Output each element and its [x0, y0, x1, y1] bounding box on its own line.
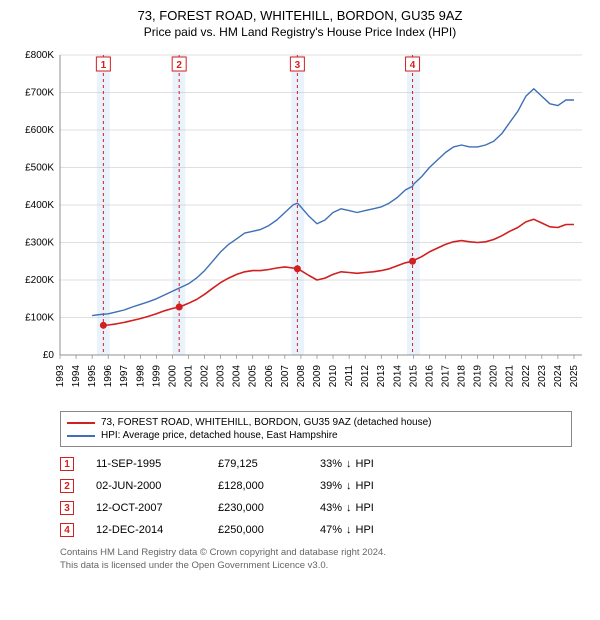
event-row: 1 11-SEP-1995 £79,125 33%↓HPI	[60, 453, 572, 475]
svg-text:2013: 2013	[376, 365, 387, 388]
svg-text:£100K: £100K	[25, 313, 54, 324]
event-row: 4 12-DEC-2014 £250,000 47%↓HPI	[60, 519, 572, 541]
svg-text:2001: 2001	[183, 365, 194, 388]
event-date: 12-OCT-2007	[96, 502, 196, 514]
svg-text:2003: 2003	[216, 365, 227, 388]
event-pct: 39%↓HPI	[320, 480, 410, 492]
event-marker: 1	[60, 457, 74, 471]
svg-text:2020: 2020	[489, 365, 500, 388]
footer-line2: This data is licensed under the Open Gov…	[60, 560, 572, 573]
svg-text:2: 2	[176, 60, 182, 71]
legend-item: HPI: Average price, detached house, East…	[67, 429, 565, 442]
svg-text:2012: 2012	[360, 365, 371, 388]
svg-text:1999: 1999	[151, 365, 162, 388]
svg-text:£600K: £600K	[25, 125, 54, 136]
svg-text:4: 4	[410, 60, 416, 71]
svg-text:3: 3	[295, 60, 301, 71]
svg-text:2004: 2004	[232, 365, 243, 388]
event-marker: 2	[60, 479, 74, 493]
svg-text:2002: 2002	[200, 365, 211, 388]
svg-text:£300K: £300K	[25, 238, 54, 249]
event-date: 02-JUN-2000	[96, 480, 196, 492]
svg-text:2005: 2005	[248, 365, 259, 388]
line-chart: £0 £100K £200K £300K £400K £500K £600K £700K £80…	[10, 45, 590, 405]
legend: 73, FOREST ROAD, WHITEHILL, BORDON, GU35…	[60, 411, 572, 447]
event-row: 3 12-OCT-2007 £230,000 43%↓HPI	[60, 497, 572, 519]
event-pct: 43%↓HPI	[320, 502, 410, 514]
events-table: 1 11-SEP-1995 £79,125 33%↓HPI 2 02-JUN-2000 £1…	[60, 453, 572, 541]
legend-label: HPI: Average price, detached house, East…	[101, 430, 338, 441]
svg-text:1995: 1995	[87, 365, 98, 388]
event-pct: 33%↓HPI	[320, 458, 410, 470]
legend-swatch	[67, 435, 95, 437]
svg-text:1997: 1997	[119, 365, 130, 388]
svg-text:2009: 2009	[312, 365, 323, 388]
chart-title-block: 73, FOREST ROAD, WHITEHILL, BORDON, GU35…	[10, 8, 590, 39]
svg-text:1994: 1994	[71, 365, 82, 388]
svg-text:2006: 2006	[264, 365, 275, 388]
svg-text:2021: 2021	[505, 365, 516, 388]
svg-text:2024: 2024	[553, 365, 564, 388]
svg-text:2016: 2016	[424, 365, 435, 388]
event-price: £250,000	[218, 524, 298, 536]
svg-text:2008: 2008	[296, 365, 307, 388]
footer-attribution: Contains HM Land Registry data © Crown c…	[60, 547, 572, 573]
event-row: 2 02-JUN-2000 £128,000 39%↓HPI	[60, 475, 572, 497]
svg-text:2007: 2007	[280, 365, 291, 388]
svg-text:2014: 2014	[392, 365, 403, 388]
event-price: £79,125	[218, 458, 298, 470]
event-date: 12-DEC-2014	[96, 524, 196, 536]
svg-text:2018: 2018	[457, 365, 468, 388]
svg-text:2022: 2022	[521, 365, 532, 388]
event-marker: 3	[60, 501, 74, 515]
svg-text:£400K: £400K	[25, 200, 54, 211]
arrow-down-icon: ↓	[346, 502, 352, 514]
legend-item: 73, FOREST ROAD, WHITEHILL, BORDON, GU35…	[67, 416, 565, 429]
footer-line1: Contains HM Land Registry data © Crown c…	[60, 547, 572, 560]
svg-text:2025: 2025	[569, 365, 580, 388]
svg-text:£500K: £500K	[25, 163, 54, 174]
title-subtitle: Price paid vs. HM Land Registry's House …	[10, 25, 590, 39]
svg-text:£700K: £700K	[25, 88, 54, 99]
svg-text:1993: 1993	[55, 365, 66, 388]
svg-text:2010: 2010	[328, 365, 339, 388]
event-price: £230,000	[218, 502, 298, 514]
event-price: £128,000	[218, 480, 298, 492]
svg-text:2000: 2000	[167, 365, 178, 388]
title-address: 73, FOREST ROAD, WHITEHILL, BORDON, GU35…	[10, 8, 590, 23]
svg-text:1: 1	[101, 60, 107, 71]
svg-text:2017: 2017	[440, 365, 451, 388]
svg-text:2015: 2015	[408, 365, 419, 388]
svg-text:1998: 1998	[135, 365, 146, 388]
arrow-down-icon: ↓	[346, 480, 352, 492]
svg-text:£0: £0	[43, 350, 55, 361]
svg-text:1996: 1996	[103, 365, 114, 388]
arrow-down-icon: ↓	[346, 524, 352, 536]
event-date: 11-SEP-1995	[96, 458, 196, 470]
svg-text:£200K: £200K	[25, 275, 54, 286]
arrow-down-icon: ↓	[346, 458, 352, 470]
svg-text:£800K: £800K	[25, 50, 54, 61]
event-marker: 4	[60, 523, 74, 537]
svg-text:2023: 2023	[537, 365, 548, 388]
event-pct: 47%↓HPI	[320, 524, 410, 536]
chart-area: £0 £100K £200K £300K £400K £500K £600K £700K £80…	[10, 45, 590, 405]
legend-label: 73, FOREST ROAD, WHITEHILL, BORDON, GU35…	[101, 417, 431, 428]
svg-text:2011: 2011	[344, 365, 355, 387]
svg-text:2019: 2019	[473, 365, 484, 388]
legend-swatch	[67, 422, 95, 424]
